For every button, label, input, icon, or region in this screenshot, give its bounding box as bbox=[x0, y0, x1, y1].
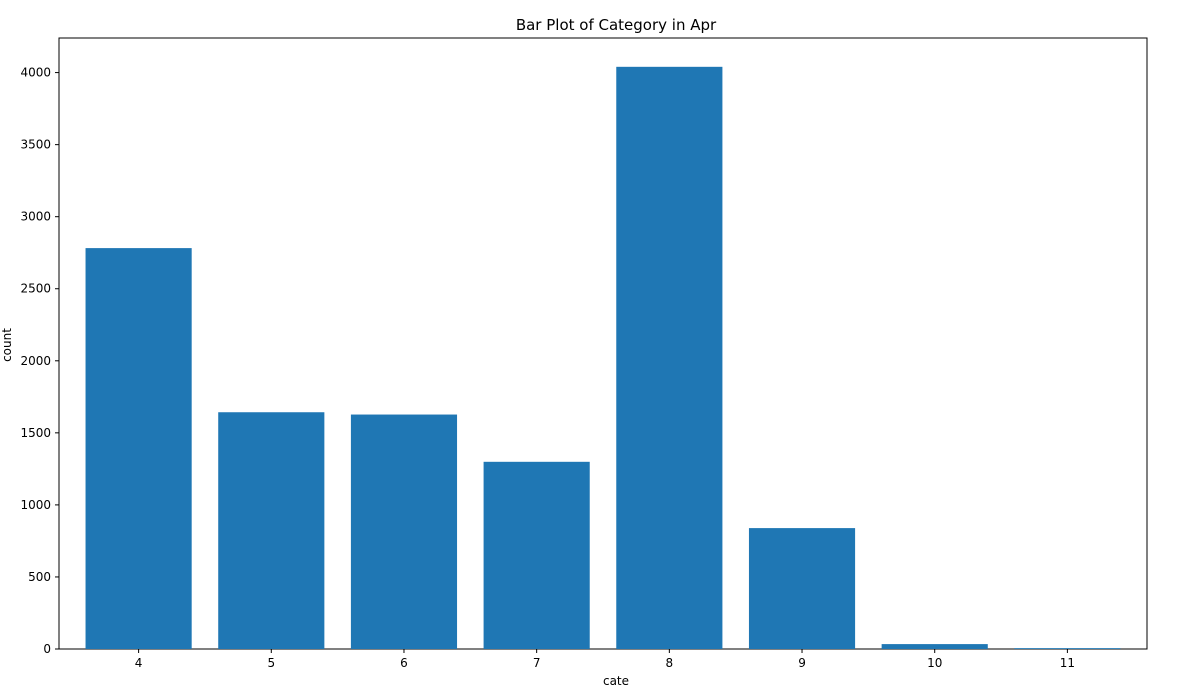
bar-7 bbox=[483, 461, 590, 649]
plot-frame bbox=[58, 37, 1148, 650]
bar-9 bbox=[748, 528, 856, 649]
x-tick-label: 6 bbox=[400, 656, 408, 670]
bar-4 bbox=[85, 248, 192, 649]
y-axis-label: count bbox=[0, 328, 14, 362]
y-tick-label: 3000 bbox=[20, 210, 51, 224]
bar-8 bbox=[616, 66, 723, 650]
x-tick-label: 5 bbox=[267, 656, 275, 670]
bar-6 bbox=[350, 414, 458, 649]
y-tick-label: 3500 bbox=[20, 138, 51, 152]
y-tick-label: 1500 bbox=[20, 426, 51, 440]
x-tick-label: 9 bbox=[798, 656, 806, 670]
x-axis-label: cate bbox=[603, 674, 629, 688]
y-axis-ticks: 0 500 1000 1500 2000 2500 3000 3500 4000 bbox=[20, 66, 59, 656]
bar-10 bbox=[881, 644, 988, 649]
x-tick-label: 11 bbox=[1060, 656, 1075, 670]
y-tick-label: 0 bbox=[43, 642, 51, 656]
x-tick-label: 10 bbox=[927, 656, 942, 670]
y-tick-label: 1000 bbox=[20, 498, 51, 512]
bar-11 bbox=[1014, 648, 1121, 649]
y-tick-label: 2500 bbox=[20, 282, 51, 296]
bars-group bbox=[85, 66, 1121, 650]
bar-5 bbox=[218, 412, 325, 649]
x-tick-label: 4 bbox=[135, 656, 143, 670]
chart-title: Bar Plot of Category in Apr bbox=[516, 16, 717, 34]
x-tick-label: 7 bbox=[533, 656, 541, 670]
x-axis-ticks: 4 5 6 7 8 9 10 11 bbox=[135, 649, 1075, 670]
x-tick-label: 8 bbox=[666, 656, 674, 670]
y-tick-label: 500 bbox=[28, 570, 51, 584]
y-tick-label: 4000 bbox=[20, 66, 51, 80]
y-tick-label: 2000 bbox=[20, 354, 51, 368]
